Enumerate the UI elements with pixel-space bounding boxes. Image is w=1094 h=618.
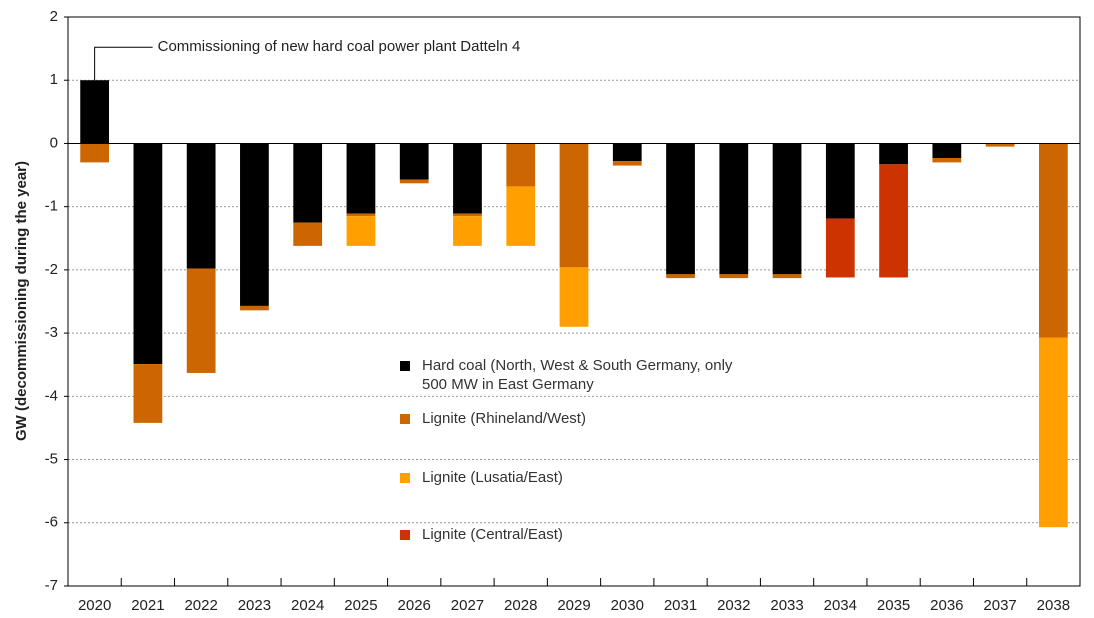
legend-label: Lignite (Lusatia/East) xyxy=(422,469,563,486)
bar xyxy=(506,186,536,246)
bar xyxy=(506,143,536,187)
x-tick-label: 2024 xyxy=(291,597,324,614)
bar xyxy=(666,143,695,275)
legend-item: Lignite (Lusatia/East) xyxy=(400,468,820,487)
x-tick-label: 2027 xyxy=(451,597,484,614)
y-tick-label: -3 xyxy=(45,324,58,341)
legend-item: Lignite (Rhineland/West) xyxy=(400,409,820,428)
x-tick-label: 2020 xyxy=(78,597,111,614)
x-tick-label: 2032 xyxy=(717,597,750,614)
x-tick-label: 2037 xyxy=(983,597,1016,614)
bar xyxy=(825,143,855,219)
x-tick-label: 2034 xyxy=(824,597,857,614)
bar xyxy=(879,164,908,278)
bar xyxy=(559,143,589,268)
bar xyxy=(559,267,589,327)
x-tick-label: 2025 xyxy=(344,597,377,614)
x-tick-label: 2030 xyxy=(611,597,644,614)
bar xyxy=(772,274,802,279)
annotation: Commissioning of new hard coal power pla… xyxy=(158,38,521,55)
bar xyxy=(612,161,642,166)
legend-item: Lignite (Central/East) xyxy=(400,525,820,544)
bar xyxy=(772,143,802,275)
x-tick-label: 2031 xyxy=(664,597,697,614)
bar xyxy=(932,157,962,163)
bar xyxy=(985,143,1015,147)
x-tick-label: 2035 xyxy=(877,597,910,614)
x-tick-label: 2021 xyxy=(131,597,164,614)
x-tick-label: 2026 xyxy=(398,597,431,614)
legend-swatch xyxy=(400,473,410,483)
bar xyxy=(1038,143,1068,338)
bar xyxy=(186,143,216,269)
legend-item: Hard coal (North, West & South Germany, … xyxy=(400,356,820,394)
x-tick-label: 2023 xyxy=(238,597,271,614)
y-tick-label: -5 xyxy=(45,451,58,468)
plot-frame xyxy=(67,16,1081,587)
bar xyxy=(133,143,163,365)
bar xyxy=(719,274,749,279)
legend-label: Lignite (Central/East) xyxy=(422,526,563,543)
legend-swatch xyxy=(400,414,410,424)
bar xyxy=(240,143,269,306)
bar xyxy=(879,143,908,165)
bar xyxy=(719,143,749,275)
bar xyxy=(293,143,323,223)
x-tick-label: 2022 xyxy=(184,597,217,614)
bar xyxy=(293,222,323,246)
bar xyxy=(932,143,962,158)
y-axis-label: GW (decommissioning during the year) xyxy=(13,161,30,441)
x-tick-label: 2036 xyxy=(930,597,963,614)
y-tick-label: -6 xyxy=(45,514,58,531)
x-tick-label: 2029 xyxy=(557,597,590,614)
bar xyxy=(612,143,642,162)
y-tick-label: 0 xyxy=(50,134,58,151)
bar xyxy=(825,218,855,278)
bar xyxy=(666,274,695,279)
y-tick-label: 1 xyxy=(50,71,58,88)
bar xyxy=(346,213,376,217)
bar xyxy=(240,305,269,311)
x-tick-label: 2038 xyxy=(1037,597,1070,614)
legend-label: Lignite (Rhineland/West) xyxy=(422,410,586,427)
bar xyxy=(399,143,429,180)
x-tick-label: 2033 xyxy=(770,597,803,614)
bar xyxy=(346,143,376,214)
y-tick-label: -1 xyxy=(45,198,58,215)
bar xyxy=(346,216,376,246)
bar xyxy=(133,364,163,423)
legend-label: Hard coal (North, West & South Germany, … xyxy=(422,357,733,393)
bar xyxy=(1038,337,1068,528)
bar xyxy=(453,216,482,246)
x-tick-label: 2028 xyxy=(504,597,537,614)
legend-swatch xyxy=(400,361,410,371)
bar xyxy=(453,143,482,214)
bar xyxy=(80,143,110,163)
bar xyxy=(453,213,482,217)
y-tick-label: 2 xyxy=(50,8,58,25)
legend-swatch xyxy=(400,530,410,540)
y-tick-label: -4 xyxy=(45,387,58,404)
y-tick-label: -7 xyxy=(45,577,58,594)
bar xyxy=(80,80,110,144)
y-tick-label: -2 xyxy=(45,261,58,278)
bar xyxy=(186,268,216,373)
bar xyxy=(399,179,429,184)
annotation-leader xyxy=(94,46,153,81)
